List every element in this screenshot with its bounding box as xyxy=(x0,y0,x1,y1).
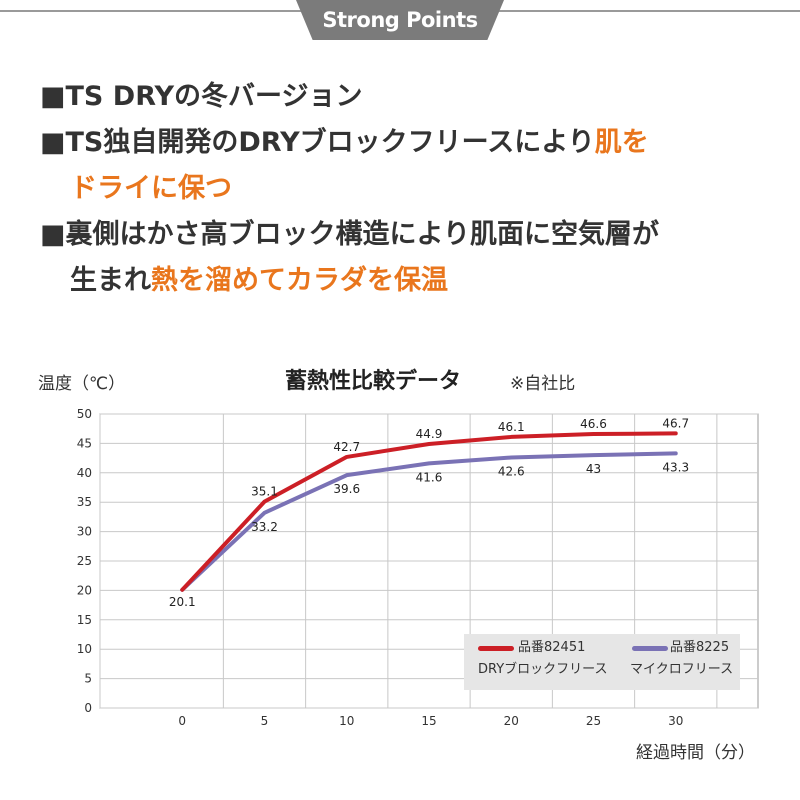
bullet-square-icon: ■ xyxy=(40,81,66,112)
point-text: TS独自開発のDRYブロックフリースにより xyxy=(65,127,595,158)
highlight-text: 肌を xyxy=(594,127,649,158)
chart-plot: 0 5 10 15 20 25 30 35 40 45 50 0 5 10 15 20 25 30 20.1 35.1… xyxy=(77,407,759,728)
heat-retention-chart: 0 5 10 15 20 25 30 35 40 45 50 0 5 10 15 20 25 30 20.1 35.1… xyxy=(0,350,800,800)
point-2-line-2: ドライに保つ xyxy=(40,166,780,212)
y-tick-label: 5 xyxy=(84,672,92,686)
series-line-2 xyxy=(180,451,678,592)
x-tick-label: 10 xyxy=(339,714,354,728)
bullet-square-icon: ■ xyxy=(40,127,66,158)
legend-swatch-series-1 xyxy=(478,646,514,651)
data-label-series-1: 46.6 xyxy=(580,417,607,431)
data-label-series-1: 44.9 xyxy=(416,427,443,441)
point-2-line-1: ■TS独自開発のDRYブロックフリースにより肌を xyxy=(40,120,780,166)
chart-legend: 品番82451 DRYブロックフリース 品番8225 マイクロフリース xyxy=(464,634,740,690)
y-tick-label: 45 xyxy=(77,436,92,450)
chart-title: 蓄熱性比較データ xyxy=(285,369,462,394)
point-text: 裏側はかさ高ブロック構造により肌面に空気層が xyxy=(65,219,659,250)
point-3-line-2: 生まれ熱を溜めてカラダを保温 xyxy=(40,258,780,304)
chart-note: ※自社比 xyxy=(510,374,576,394)
data-label-series-2: 43 xyxy=(586,462,601,476)
y-tick-label: 35 xyxy=(77,495,92,509)
y-tick-label: 10 xyxy=(77,642,92,656)
point-1-line-1: ■TS DRYの冬バージョン xyxy=(40,74,780,120)
y-tick-label: 30 xyxy=(77,525,92,539)
point-text: TS DRYの冬バージョン xyxy=(65,81,363,112)
data-label-series-2: 41.6 xyxy=(416,470,443,484)
x-tick-label: 25 xyxy=(586,714,601,728)
data-label-series-2: 42.6 xyxy=(498,465,525,479)
highlight-text: ドライに保つ xyxy=(70,173,232,204)
data-label-series-1: 35.1 xyxy=(251,485,278,499)
data-label-series-1: 20.1 xyxy=(169,595,196,609)
x-tick-label: 20 xyxy=(504,714,519,728)
x-tick-label: 5 xyxy=(261,714,269,728)
x-tick-label: 30 xyxy=(668,714,683,728)
header-badge: Strong Points xyxy=(296,0,504,40)
header-rule-right xyxy=(490,10,800,12)
y-tick-label: 20 xyxy=(77,583,92,597)
bullet-square-icon: ■ xyxy=(40,219,66,250)
y-tick-label: 0 xyxy=(84,701,92,715)
header-title: Strong Points xyxy=(322,8,478,32)
point-text: 生まれ xyxy=(70,265,151,296)
x-tick-label: 0 xyxy=(178,714,186,728)
x-tick-label: 15 xyxy=(421,714,436,728)
legend-subname-series-1: DRYブロックフリース xyxy=(478,662,608,677)
y-tick-label: 50 xyxy=(77,407,92,421)
y-tick-label: 25 xyxy=(77,554,92,568)
series-line-1 xyxy=(180,431,678,592)
y-tick-label: 15 xyxy=(77,613,92,627)
strong-points-list: ■TS DRYの冬バージョン ■TS独自開発のDRYブロックフリースにより肌を ドラ… xyxy=(40,74,780,304)
header-rule-left xyxy=(0,10,310,12)
data-label-series-1: 42.7 xyxy=(333,440,360,454)
chart-ylabel: 温度（℃） xyxy=(38,374,126,394)
data-label-series-2: 33.2 xyxy=(251,520,278,534)
data-label-series-1: 46.7 xyxy=(662,416,689,430)
legend-name-series-1: 品番82451 xyxy=(518,640,586,655)
chart-xlabel: 経過時間（分） xyxy=(636,743,755,763)
data-label-series-1: 46.1 xyxy=(498,420,525,434)
legend-subname-series-2: マイクロフリース xyxy=(630,662,734,677)
y-tick-label: 40 xyxy=(77,466,92,480)
highlight-text: 熱を溜めてカラダを保温 xyxy=(151,265,448,296)
data-label-series-2: 43.3 xyxy=(662,460,689,474)
data-label-series-2: 39.6 xyxy=(333,482,360,496)
point-3-line-1: ■裏側はかさ高ブロック構造により肌面に空気層が xyxy=(40,212,780,258)
legend-name-series-2: 品番8225 xyxy=(670,640,730,655)
legend-swatch-series-2 xyxy=(632,646,668,651)
